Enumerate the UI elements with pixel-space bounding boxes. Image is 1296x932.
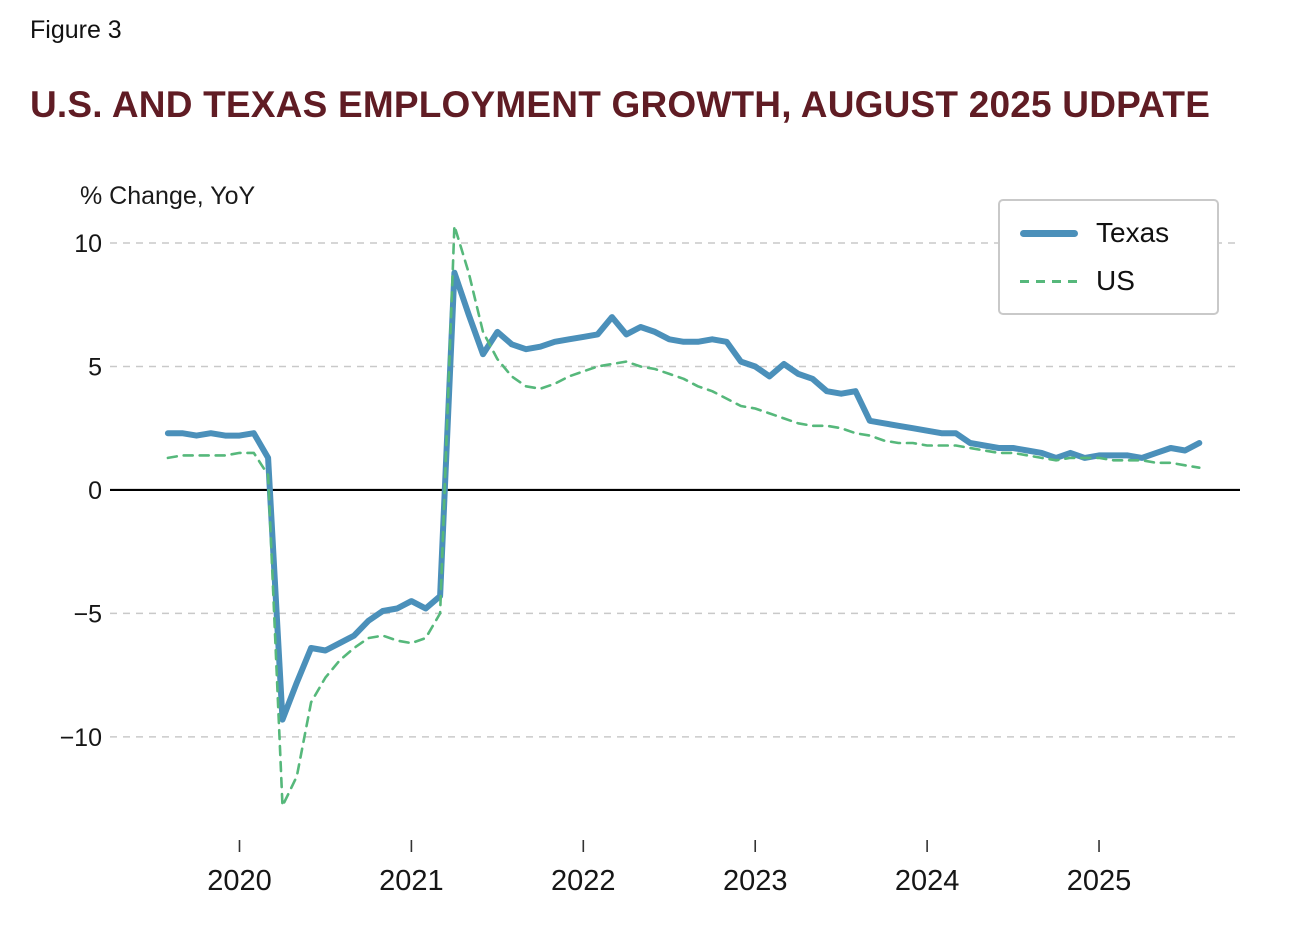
chart-title: U.S. AND TEXAS EMPLOYMENT GROWTH, AUGUST… (30, 84, 1211, 125)
texas-series-line (164, 269, 1203, 723)
y-tick-label: −5 (73, 600, 102, 628)
y-tick-label: 0 (88, 477, 102, 505)
y-tick-label: 10 (74, 230, 102, 258)
x-tick-label: 2024 (895, 865, 960, 897)
figure-label: Figure 3 (30, 16, 122, 44)
us-series-line (166, 224, 1201, 808)
y-axis-label: % Change, YoY (80, 182, 256, 210)
us-line-sample (1020, 279, 1078, 283)
legend: Texas US (998, 199, 1219, 315)
x-tick-label: 2022 (551, 865, 616, 897)
texas-line-sample (1020, 229, 1078, 237)
legend-item-texas: Texas (1020, 219, 1197, 247)
legend-label-us: US (1096, 265, 1135, 296)
x-tick-label: 2020 (207, 865, 272, 897)
legend-label-texas: Texas (1096, 217, 1170, 248)
legend-item-us: US (1020, 267, 1197, 295)
y-tick-label: −10 (60, 724, 102, 752)
y-tick-label: 5 (88, 354, 102, 382)
x-tick-label: 2021 (379, 865, 444, 897)
x-tick-label: 2025 (1067, 865, 1132, 897)
x-tick-label: 2023 (723, 865, 788, 897)
